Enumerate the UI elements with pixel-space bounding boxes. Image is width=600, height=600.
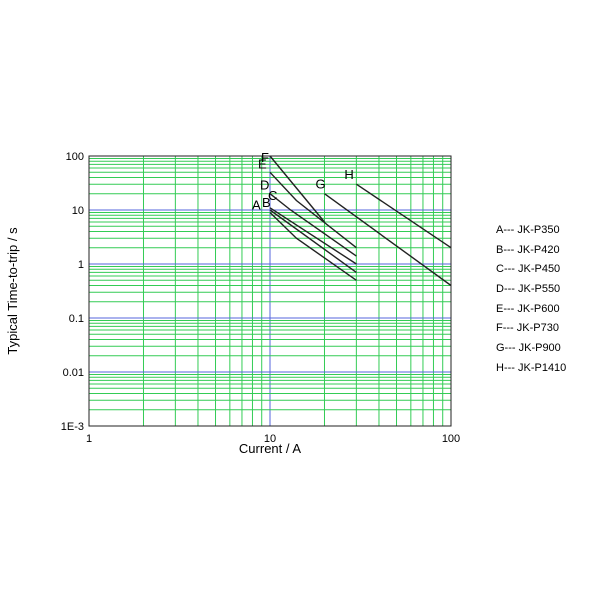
curve-A [269,211,357,281]
legend-item-F: F--- JK-P730 [496,322,559,335]
y-tick-label: 10 [72,205,84,217]
curve-label-F: F [261,150,269,165]
curve-label-H: H [344,167,353,182]
y-axis-title: Typical Time-to-trip / s [5,227,20,355]
legend-item-A: A--- JK-P350 [496,224,560,236]
y-tick-labels: 100 10 1 0.1 0.01 1E-3 [61,151,84,433]
curve-label-D: D [260,178,269,193]
legend-item-B: B--- JK-P420 [496,243,560,256]
x-tick-label: 100 [442,433,460,445]
curve-G [324,193,452,287]
grid [89,156,451,426]
curve-D [269,193,357,257]
curve-label-A: A [252,197,261,212]
x-axis-title: Current / A [239,441,301,456]
y-tick-label: 1 [78,259,84,271]
curves [269,155,452,287]
curve-F [269,155,326,223]
legend-item-E: E--- JK-P600 [496,302,560,315]
curve-B [269,209,357,273]
curve-C [269,207,357,265]
legend-item-G: G--- JK-P900 [496,342,561,355]
curve-label-C: C [268,188,277,203]
x-tick-label: 1 [86,433,92,445]
legend-item-H: H--- JK-P1410 [496,361,567,374]
legend-item-C: C--- JK-P450 [496,263,561,276]
curve-H [356,183,452,249]
curve-label-G: G [315,177,325,192]
y-tick-label: 100 [66,151,84,163]
curve-label-E: E [258,156,267,171]
legend: A--- JK-P350 B--- JK-P420 C--- JK-P450 D---… [496,222,566,380]
y-tick-label: 0.1 [69,313,84,325]
y-tick-label: 1E-3 [61,421,84,433]
curve-label-B: B [262,195,271,210]
x-tick-label: 10 [264,433,276,445]
x-tick-labels: 1 10 100 [86,433,460,445]
curve-E [269,171,357,249]
y-tick-label: 0.01 [63,367,84,379]
legend-item-D: D--- JK-P550 [496,283,561,296]
